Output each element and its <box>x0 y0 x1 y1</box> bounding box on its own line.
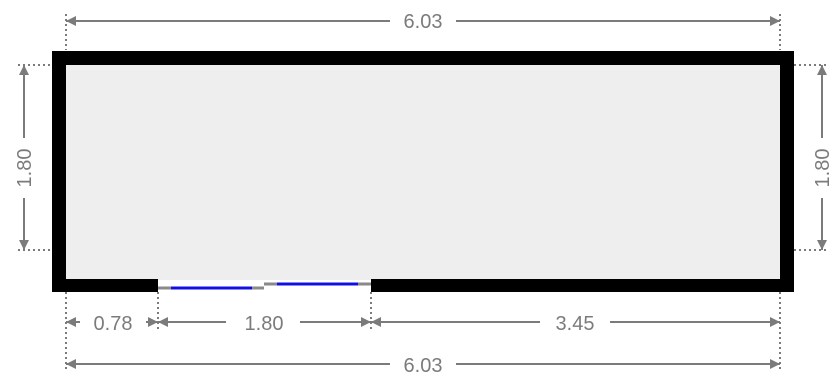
window <box>158 282 371 290</box>
dimension-segment-2-label: 1.80 <box>245 313 284 335</box>
dimension-segment-1-label: 0.78 <box>94 313 133 335</box>
wall-bottom-right <box>371 279 794 292</box>
dimension-top-label: 6.03 <box>404 11 443 33</box>
dimension-right-label: 1.80 <box>812 149 829 188</box>
dimension-bottom-total-label: 6.03 <box>404 355 443 374</box>
wall-top <box>52 51 794 65</box>
dimension-right <box>794 64 829 251</box>
dimension-left <box>18 64 52 251</box>
dimension-top <box>65 14 781 50</box>
dimension-bottom-total <box>65 292 781 370</box>
room-floor <box>66 64 780 280</box>
wall-bottom-left <box>52 279 158 292</box>
dimension-left-label: 1.80 <box>14 149 36 188</box>
dimension-bottom-segments <box>66 292 780 330</box>
wall-right <box>780 51 794 292</box>
wall-left <box>52 51 66 292</box>
dimension-segment-3-label: 3.45 <box>556 313 595 335</box>
